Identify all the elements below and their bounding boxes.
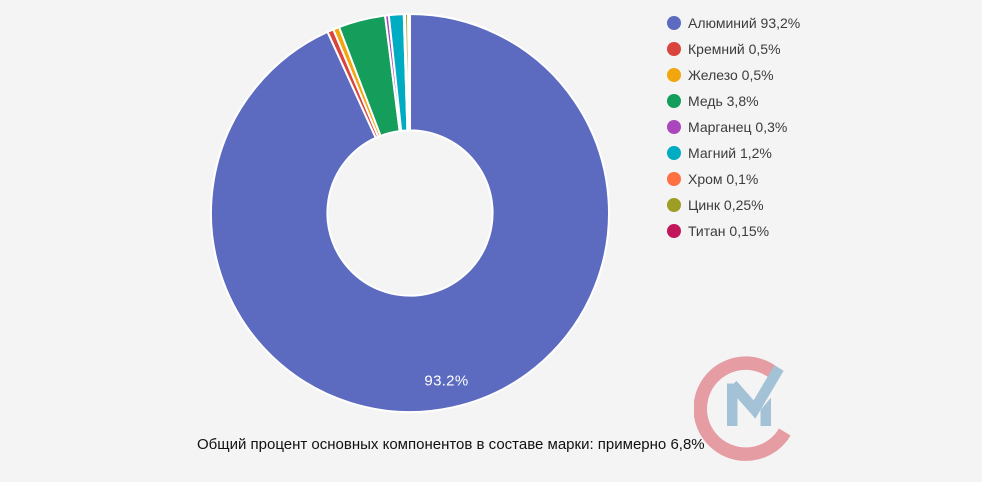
chart-legend: Алюминий 93,2% Кремний 0,5% Железо 0,5% Мед… [667, 10, 800, 244]
legend-swatch-icon [667, 42, 681, 56]
legend-item-manganese[interactable]: Марганец 0,3% [667, 114, 800, 140]
legend-item-label: Титан 0,15% [688, 223, 770, 239]
legend-item-label: Марганец 0,3% [688, 119, 788, 135]
legend-item-label: Хром 0,1% [688, 171, 759, 187]
legend-item-label: Медь 3,8% [688, 93, 759, 109]
logo-m-checkmark-icon [727, 365, 784, 426]
legend-swatch-icon [667, 68, 681, 82]
chart-caption: Общий процент основных компонентов в сос… [197, 436, 705, 453]
watermark-logo [694, 356, 791, 461]
legend-swatch-icon [667, 16, 681, 30]
legend-swatch-icon [667, 198, 681, 212]
legend-swatch-icon [667, 172, 681, 186]
pie-slice-titanium[interactable] [407, 13, 411, 132]
legend-swatch-icon [667, 120, 681, 134]
legend-swatch-icon [667, 146, 681, 160]
legend-item-copper[interactable]: Медь 3,8% [667, 88, 800, 114]
legend-item-label: Цинк 0,25% [688, 197, 764, 213]
legend-item-chromium[interactable]: Хром 0,1% [667, 166, 800, 192]
legend-swatch-icon [667, 94, 681, 108]
legend-item-titanium[interactable]: Титан 0,15% [667, 218, 800, 244]
donut-chart-svg [210, 13, 610, 413]
legend-swatch-icon [667, 224, 681, 238]
legend-item-silicon[interactable]: Кремний 0,5% [667, 36, 800, 62]
logo-c-shape [694, 356, 791, 461]
legend-item-label: Магний 1,2% [688, 145, 772, 161]
legend-item-magnesium[interactable]: Магний 1,2% [667, 140, 800, 166]
pie-slice-aluminium[interactable] [210, 13, 610, 413]
legend-item-aluminium[interactable]: Алюминий 93,2% [667, 10, 800, 36]
legend-item-zinc[interactable]: Цинк 0,25% [667, 192, 800, 218]
donut-chart: 93.2% [200, 3, 620, 423]
pie-slice-value-label: 93.2% [424, 372, 469, 390]
legend-item-label: Алюминий 93,2% [688, 15, 801, 31]
legend-item-label: Железо 0,5% [688, 67, 774, 83]
legend-item-label: Кремний 0,5% [688, 41, 781, 57]
legend-item-iron[interactable]: Железо 0,5% [667, 62, 800, 88]
